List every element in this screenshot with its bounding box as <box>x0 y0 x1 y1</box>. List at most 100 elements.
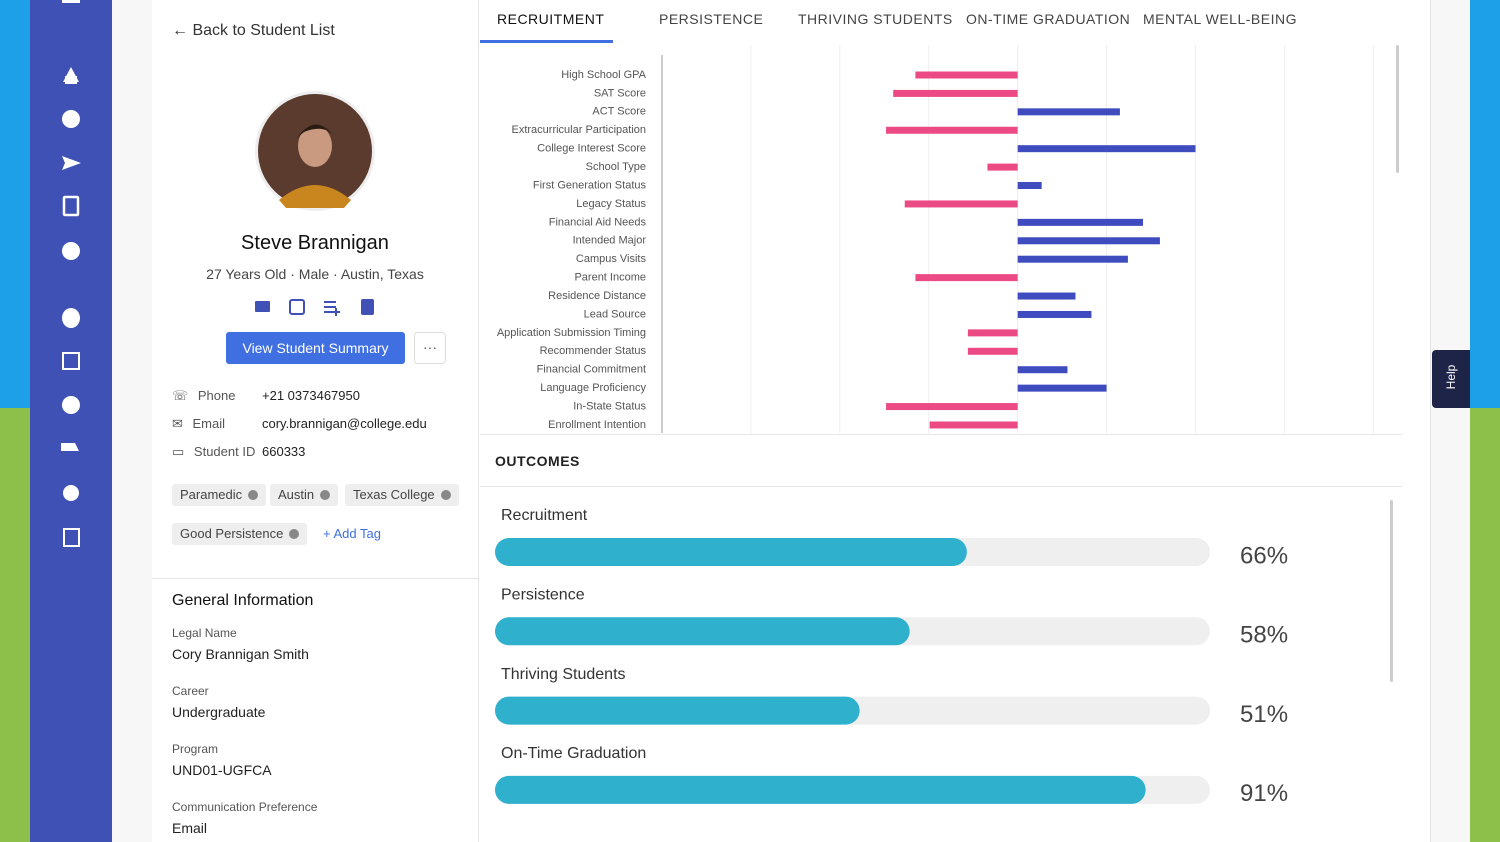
bar <box>893 89 1018 97</box>
outcome-value: 66% <box>1240 542 1288 569</box>
scrollbar <box>1396 45 1399 173</box>
student-name: Steve Brannigan <box>241 232 389 254</box>
tab[interactable]: THRIVING STUDENTS <box>798 11 953 27</box>
category-label: Campus Visits <box>576 253 647 265</box>
bar <box>929 421 1018 429</box>
tag-text: Good Persistence <box>180 526 284 541</box>
tag[interactable]: Good Persistence <box>172 523 308 545</box>
progress-bar <box>495 775 1146 804</box>
section-title: General Information <box>172 592 314 609</box>
id-label: Student ID <box>193 444 256 459</box>
back-text[interactable]: Back to Student List <box>192 22 335 39</box>
bar <box>1017 366 1068 374</box>
bg-strip <box>1470 0 1500 408</box>
factor-chart: High School GPA SAT Score ACT Score Extracu… <box>497 45 1374 433</box>
category-label: Extracurricular Participation <box>512 124 647 136</box>
nav-icon[interactable] <box>62 242 80 260</box>
summary-button[interactable]: View Student Summary <box>226 332 405 364</box>
list-action[interactable] <box>324 301 340 316</box>
send-icon[interactable] <box>62 156 81 170</box>
tag[interactable]: Paramedic <box>172 484 267 506</box>
category-label: Intended Major <box>573 235 647 247</box>
bar <box>915 71 1018 79</box>
outcome-name: Persistence <box>501 587 585 604</box>
bar <box>1017 255 1128 263</box>
category-label: School Type <box>586 161 646 173</box>
bar <box>1017 310 1092 318</box>
tag-text: Texas College <box>353 487 435 502</box>
outcome-value: 51% <box>1240 701 1288 728</box>
add-tag[interactable]: + Add Tag <box>323 526 381 541</box>
field-label: Career <box>172 684 209 698</box>
back-link[interactable]: ← Back to Student List <box>172 22 335 39</box>
category-label: Legacy Status <box>576 198 646 210</box>
bar <box>967 329 1018 337</box>
phone-label: Phone <box>197 388 236 403</box>
contact-action[interactable] <box>361 299 374 315</box>
report-icon[interactable] <box>62 352 80 370</box>
category-label: High School GPA <box>561 69 646 81</box>
settings-icon[interactable] <box>63 485 79 501</box>
category-label: Residence Distance <box>548 290 646 302</box>
tag[interactable]: Austin <box>270 484 339 506</box>
tag-text: Austin <box>278 487 315 502</box>
bar <box>967 347 1018 355</box>
nav-icon[interactable] <box>62 110 80 128</box>
field-value: Cory Brannigan Smith <box>172 646 309 662</box>
help-text[interactable]: Help <box>1444 364 1458 390</box>
category-label: SAT Score <box>594 87 646 99</box>
outcomes-chart: Recruitment 66% Persistence 58% Thriving Stu… <box>495 507 1288 807</box>
bar <box>886 126 1018 134</box>
field-label: Program <box>172 742 219 756</box>
calendar-action[interactable] <box>289 299 305 315</box>
bar <box>1017 237 1160 245</box>
bar <box>904 200 1018 208</box>
home-icon[interactable] <box>63 67 79 84</box>
location: Austin, Texas <box>340 266 424 282</box>
email[interactable]: cory.brannigan@college.edu <box>262 416 427 431</box>
nav-icon[interactable] <box>61 443 79 451</box>
field-label: Legal Name <box>172 626 237 640</box>
category-label: ACT Score <box>592 106 646 118</box>
tab[interactable]: PERSISTENCE <box>659 11 764 27</box>
logout-icon[interactable] <box>63 528 80 547</box>
help-tab[interactable] <box>1432 350 1470 408</box>
category-label: Financial Aid Needs <box>549 216 647 228</box>
clipboard-icon[interactable] <box>62 195 80 217</box>
database-icon[interactable] <box>62 308 80 328</box>
sidebar <box>30 0 112 842</box>
bar <box>1017 145 1196 153</box>
category-label: Application Submission Timing <box>497 327 646 339</box>
phone: +21 0373467950 <box>262 388 360 403</box>
add-tag-text[interactable]: Add Tag <box>333 526 381 541</box>
tab[interactable]: MENTAL WELL-BEING <box>1143 11 1297 27</box>
tab[interactable]: ON-TIME GRADUATION <box>966 11 1131 27</box>
bar <box>1017 384 1107 392</box>
outcome-value: 91% <box>1240 780 1288 807</box>
email-action[interactable] <box>255 301 270 312</box>
contact-label: ✉ Email <box>172 416 226 431</box>
bar <box>1017 292 1076 300</box>
outcomes-header <box>480 434 1402 487</box>
action-icons <box>255 299 374 316</box>
divider <box>152 578 478 579</box>
field-value: Undergraduate <box>172 704 266 720</box>
tab[interactable]: RECRUITMENT <box>497 11 605 27</box>
progress-bar <box>495 538 967 566</box>
progress-bar <box>495 696 860 725</box>
student-meta: 27 Years Old · Male · Austin, Texas <box>206 266 424 282</box>
nav-icon[interactable] <box>62 396 80 414</box>
bg-strip <box>0 408 30 842</box>
outcome-name: Thriving Students <box>501 666 626 683</box>
tag[interactable]: Texas College <box>345 484 459 506</box>
bar <box>1017 218 1144 226</box>
gender: Male <box>298 266 330 282</box>
category-label: Lead Source <box>584 308 646 320</box>
category-label: Recommender Status <box>540 345 647 357</box>
field-label: Communication Preference <box>172 800 318 814</box>
category-label: First Generation Status <box>533 179 647 191</box>
more-button[interactable]: ··· <box>414 332 446 364</box>
category-label: Enrollment Intention <box>548 419 646 431</box>
field-value: Email <box>172 820 208 836</box>
